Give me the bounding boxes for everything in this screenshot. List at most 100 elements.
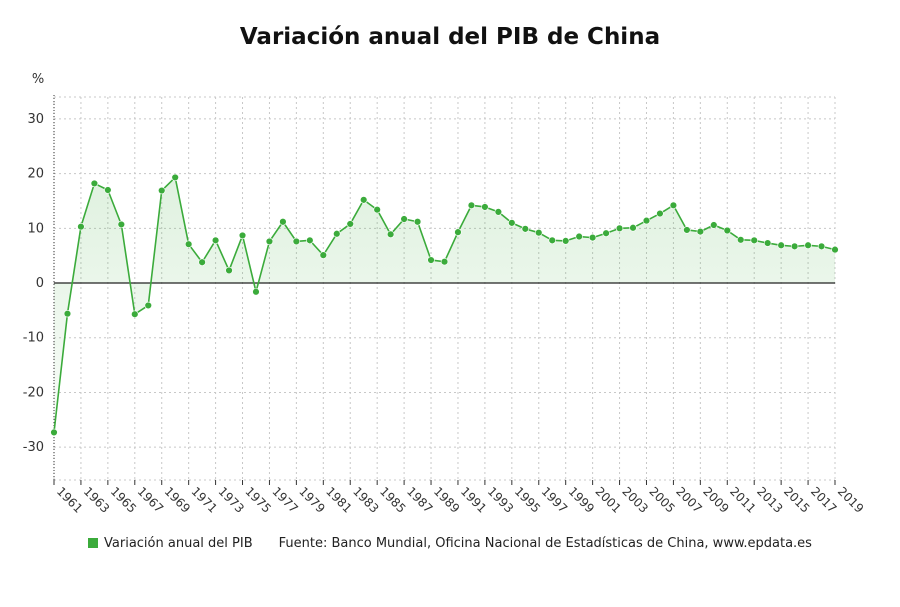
data-point — [144, 301, 152, 310]
y-tick-label: -30 — [23, 440, 44, 455]
data-point — [481, 203, 489, 211]
data-point — [575, 232, 583, 241]
x-tick-label: 1961 — [54, 484, 85, 515]
legend-swatch — [88, 538, 99, 548]
data-point — [656, 209, 664, 218]
data-point — [642, 216, 651, 225]
x-tick-label: 1971 — [189, 484, 220, 515]
data-point — [763, 239, 772, 247]
data-point — [346, 220, 354, 228]
data-point — [306, 236, 314, 245]
data-point — [413, 218, 422, 226]
data-point — [333, 230, 341, 238]
data-point — [629, 224, 637, 232]
data-point — [454, 228, 462, 236]
data-point — [386, 230, 395, 239]
x-tick-label: 1979 — [296, 484, 327, 515]
x-tick-label: 1983 — [350, 484, 381, 515]
x-tick-label: 1999 — [566, 484, 597, 515]
x-tick-label: 2013 — [754, 484, 785, 515]
data-point — [211, 236, 220, 245]
y-tick-label: 10 — [27, 221, 44, 236]
x-tick-label: 2011 — [727, 484, 758, 515]
data-point — [238, 231, 247, 240]
chart-title: Variación anual del PIB de China — [239, 24, 661, 50]
data-point — [750, 236, 758, 245]
x-tick-label: 1995 — [512, 484, 543, 515]
x-tick-label: 1969 — [162, 484, 193, 515]
data-point — [198, 258, 206, 266]
x-tick-label: 2001 — [592, 484, 623, 515]
data-point — [440, 257, 449, 266]
data-point — [669, 201, 678, 210]
data-point — [535, 228, 543, 237]
data-point — [521, 225, 529, 233]
data-point — [831, 245, 839, 254]
data-point — [319, 251, 328, 259]
series-points — [50, 173, 839, 437]
y-tick-label: -10 — [23, 331, 44, 346]
data-point — [63, 309, 72, 318]
data-point — [723, 226, 731, 235]
data-point — [790, 242, 799, 251]
x-tick-label: 1965 — [108, 484, 139, 515]
x-tick-label: 2019 — [835, 484, 866, 515]
area-fill — [54, 177, 835, 433]
x-tick-label: 2005 — [646, 484, 677, 515]
x-tick-label: 1967 — [135, 484, 166, 515]
data-point — [602, 229, 610, 237]
series-area — [54, 177, 835, 433]
data-point — [131, 310, 139, 318]
x-tick-label: 2015 — [781, 484, 812, 515]
x-tick-label: 1977 — [269, 484, 300, 515]
data-point — [737, 236, 745, 244]
data-point — [508, 219, 516, 227]
data-point — [561, 237, 570, 245]
y-tick-label: -20 — [23, 385, 44, 400]
legend-series-label: Variación anual del PIB — [104, 536, 253, 551]
grid-lines — [53, 96, 836, 481]
x-tick-label: 1973 — [215, 484, 246, 515]
data-point — [710, 221, 718, 229]
x-tick-label: 2007 — [673, 484, 704, 515]
x-tick-label: 1989 — [431, 484, 462, 515]
data-point — [117, 220, 126, 229]
data-point — [427, 256, 435, 264]
x-tick-label: 1975 — [242, 484, 273, 515]
y-tick-label: 0 — [36, 276, 44, 291]
data-point — [292, 237, 301, 246]
y-tick-label: 20 — [27, 167, 44, 182]
x-tick-label: 1981 — [323, 484, 354, 515]
data-point — [158, 186, 166, 195]
data-point — [90, 179, 99, 188]
x-tick-label: 1993 — [485, 484, 516, 515]
x-tick-label: 1963 — [81, 484, 112, 515]
data-point — [467, 201, 476, 210]
data-point — [225, 266, 233, 275]
data-point — [171, 173, 179, 182]
data-point — [184, 240, 193, 248]
data-point — [77, 222, 85, 231]
data-point — [400, 215, 408, 223]
data-point — [804, 241, 812, 249]
data-point — [615, 224, 624, 233]
data-point — [360, 196, 368, 204]
data-point — [279, 218, 287, 226]
data-point — [588, 233, 597, 242]
legend: Variación anual del PIB Fuente: Banco Mun… — [0, 536, 900, 551]
data-point — [683, 226, 691, 234]
data-point — [252, 288, 260, 296]
data-point — [696, 227, 705, 236]
x-tick-label: 1987 — [404, 484, 435, 515]
data-point — [494, 208, 503, 216]
x-tick-label: 2003 — [619, 484, 650, 515]
data-point — [373, 206, 381, 214]
data-point — [817, 242, 826, 251]
x-tick-label: 2009 — [700, 484, 731, 515]
x-tick-label: 1985 — [377, 484, 408, 515]
data-point — [265, 237, 274, 246]
data-point — [548, 236, 556, 245]
y-tick-label: 30 — [27, 112, 44, 127]
data-point — [50, 428, 58, 437]
